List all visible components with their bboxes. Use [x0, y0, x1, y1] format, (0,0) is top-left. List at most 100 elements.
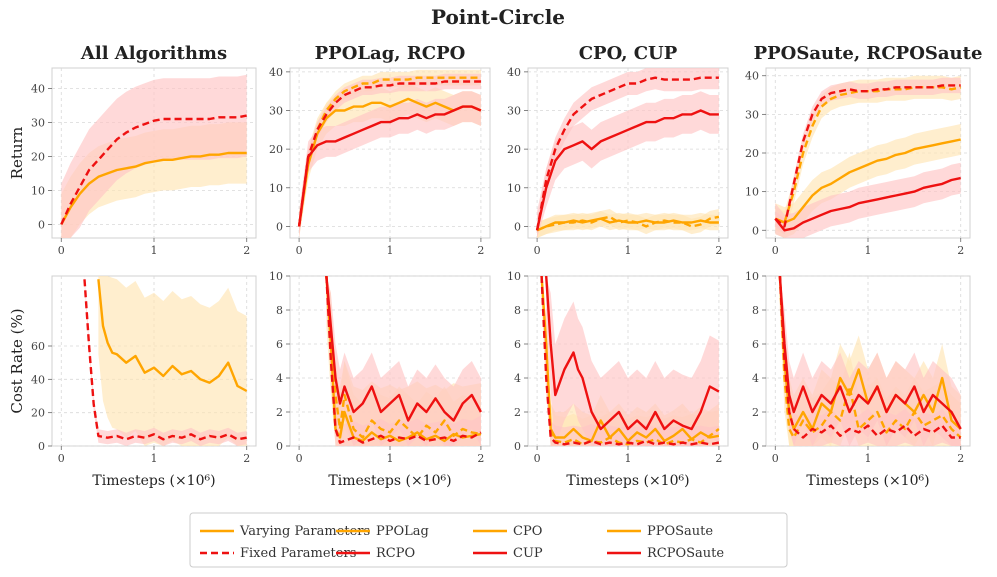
y-tick-label: 4	[752, 372, 759, 385]
y-tick-label: 2	[514, 406, 521, 419]
panel-8: 0 1 2 0 2 4 6 8 10 Timesteps (×10⁶)	[745, 270, 971, 489]
y-tick-label: 6	[514, 338, 521, 351]
y-tick-label: 10	[745, 186, 759, 199]
x-tick-label: 0	[296, 244, 303, 257]
series-line	[83, 279, 247, 441]
confidence-band	[537, 91, 719, 238]
series-group	[540, 276, 720, 446]
legend-label: PPOLag	[376, 524, 429, 539]
panel-title: CPO, CUP	[579, 43, 678, 64]
series-group	[60, 74, 247, 238]
x-axis-label: Timesteps (×10⁶)	[806, 473, 929, 489]
series-line	[60, 151, 247, 225]
series-line	[297, 80, 481, 227]
series-group	[325, 276, 482, 446]
figure-title: Point-Circle	[431, 5, 565, 29]
x-tick-label: 1	[151, 452, 158, 465]
panel-title: PPOSaute, RCPOSaute	[754, 43, 983, 64]
series-line	[774, 176, 961, 232]
confidence-band	[541, 276, 719, 446]
series-line	[297, 105, 482, 227]
legend-label: Varying Parameters	[239, 524, 370, 539]
y-tick-label: 20	[507, 143, 521, 156]
series-line	[774, 138, 961, 224]
series-line	[778, 276, 961, 439]
y-tick-label: 40	[745, 70, 759, 83]
y-tick-label: 0	[38, 218, 45, 231]
y-tick-label: 0	[38, 440, 45, 453]
panel-6: 0 1 2 0 2 4 6 8 10 Timesteps (×10⁶)	[269, 270, 491, 489]
x-tick-label: 0	[534, 452, 541, 465]
legend: Varying Parameters Fixed Parameters PPOLag…	[189, 512, 788, 568]
y-tick-label: 0	[514, 220, 521, 233]
y-tick-label: 40	[31, 373, 45, 386]
x-tick-label: 2	[243, 452, 250, 465]
y-tick-label: 10	[269, 270, 283, 283]
y-tick-label: 10	[745, 270, 759, 283]
y-tick-label: 2	[276, 406, 283, 419]
confidence-band	[779, 276, 961, 446]
x-tick-label: 2	[957, 452, 964, 465]
series-line	[540, 276, 720, 446]
x-tick-label: 2	[715, 244, 722, 257]
series-line	[540, 276, 720, 443]
x-tick-label: 1	[625, 244, 632, 257]
y-tick-label: 0	[752, 224, 759, 237]
series-line	[325, 276, 482, 439]
y-tick-label: 30	[269, 105, 283, 118]
y-tick-label: 0	[752, 440, 759, 453]
x-axis-label: Timesteps (×10⁶)	[566, 473, 689, 489]
series-group	[535, 68, 720, 238]
y-tick-label: 0	[514, 440, 521, 453]
x-tick-label: 0	[772, 244, 779, 257]
series-line	[325, 276, 482, 422]
y-tick-label: 10	[269, 182, 283, 195]
confidence-band	[537, 68, 719, 238]
y-tick-label: 30	[507, 105, 521, 118]
x-tick-label: 0	[58, 452, 65, 465]
y-tick-label: 0	[276, 220, 283, 233]
series-group	[774, 75, 961, 238]
legend-label: CUP	[513, 546, 543, 561]
series-line	[535, 76, 719, 231]
y-tick-label: 30	[31, 116, 45, 129]
y-tick-label: 4	[514, 372, 521, 385]
x-axis-label: Timesteps (×10⁶)	[92, 473, 215, 489]
y-tick-label: 10	[31, 184, 45, 197]
y-tick-label: 8	[752, 304, 759, 317]
x-tick-label: 2	[715, 452, 722, 465]
x-tick-label: 0	[296, 452, 303, 465]
x-axis-label: Timesteps (×10⁶)	[328, 473, 451, 489]
x-tick-label: 1	[865, 244, 872, 257]
confidence-band	[61, 74, 247, 238]
y-tick-label: 8	[514, 304, 521, 317]
panel-7: 0 1 2 0 2 4 6 8 10 Timesteps (×10⁶)	[507, 270, 729, 489]
series-line	[778, 276, 962, 439]
x-tick-label: 2	[477, 452, 484, 465]
series-line	[535, 109, 719, 231]
legend-label: RCPOSaute	[647, 546, 724, 561]
confidence-band	[84, 276, 247, 446]
series-group	[778, 276, 962, 446]
y-tick-label: 20	[745, 147, 759, 160]
y-tick-label: 0	[276, 440, 283, 453]
y-tick-label: 40	[31, 82, 45, 95]
series-line	[536, 217, 719, 232]
confidence-band	[98, 276, 247, 446]
y-tick-label: 40	[269, 66, 283, 79]
y-tick-label: 10	[507, 270, 521, 283]
series-group	[83, 276, 248, 446]
legend-label: CPO	[513, 524, 542, 539]
series-line	[97, 279, 248, 393]
x-tick-label: 1	[625, 452, 632, 465]
legend-label: RCPO	[376, 546, 415, 561]
y-tick-label: 8	[276, 304, 283, 317]
y-tick-label: 20	[31, 150, 45, 163]
series-line	[297, 76, 481, 227]
x-tick-label: 1	[151, 244, 158, 257]
